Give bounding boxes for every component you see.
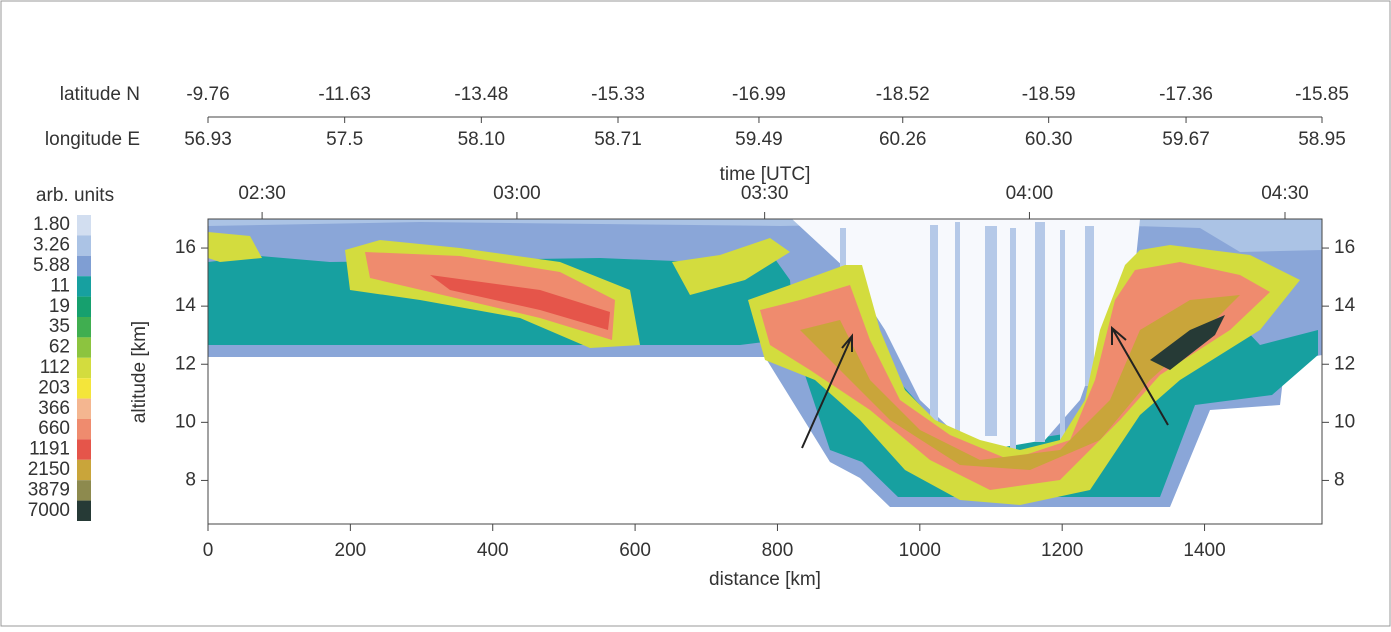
arrow-right	[1111, 325, 1169, 426]
x-axis-label: distance [km]	[709, 569, 821, 590]
y-tick-label: 16	[175, 237, 196, 258]
latitude-value: -18.59	[1022, 84, 1076, 105]
y-tick-label: 10	[175, 411, 196, 432]
colorbar-box	[77, 317, 91, 338]
colorbar-box	[77, 419, 91, 440]
colorbar-tick-label: 203	[38, 377, 70, 398]
colorbar-box	[77, 337, 91, 358]
x-tick-label: 400	[477, 540, 509, 561]
y-tick-label-right: 16	[1334, 237, 1355, 258]
colorbar-box	[77, 357, 91, 379]
x-tick-label: 1200	[1041, 540, 1083, 561]
longitude-value: 59.67	[1162, 129, 1210, 150]
cloud-v-dense	[800, 295, 1240, 470]
colorbar-tick-label: 1.80	[33, 214, 70, 235]
x-tick-label: 800	[762, 540, 794, 561]
y-tick-label-right: 10	[1334, 411, 1355, 432]
arrows	[801, 325, 1169, 449]
time-tick-label: 04:00	[1006, 183, 1054, 204]
x-tick-label: 1400	[1183, 540, 1225, 561]
y-tick-label: 12	[175, 353, 196, 374]
layer-faint	[208, 219, 1322, 252]
longitude-label: longitude E	[45, 129, 140, 150]
y-tick-label: 8	[185, 469, 196, 490]
time-tick-label: 03:00	[493, 183, 541, 204]
latitude-value: -15.85	[1295, 84, 1349, 105]
colorbar-box	[77, 500, 91, 521]
longitude-value: 59.49	[735, 129, 783, 150]
colorbar-tick-label: 1191	[29, 439, 70, 460]
colorbar-box	[77, 439, 91, 460]
colorbar-box	[77, 255, 91, 277]
latitude-value: -13.48	[454, 84, 508, 105]
latitude-value: -17.36	[1159, 84, 1213, 105]
clear-air	[792, 219, 1140, 452]
cloud-v-core	[760, 262, 1270, 490]
colorbar-box	[77, 378, 91, 399]
colorbar-box	[77, 276, 91, 297]
latitude-value: -15.33	[591, 84, 645, 105]
latitude-value: -9.76	[186, 84, 229, 105]
colorbar-tick-label: 7000	[28, 500, 70, 521]
cloud-left	[208, 232, 262, 262]
colorbar-tick-label: 3879	[28, 479, 70, 500]
longitude-value: 56.93	[184, 129, 232, 150]
longitude-value: 58.71	[594, 129, 642, 150]
streaks	[840, 222, 1094, 472]
colorbar-label: arb. units	[36, 185, 114, 206]
time-tick-label: 03:30	[741, 183, 789, 204]
time-tick-label: 04:30	[1261, 183, 1309, 204]
colorbar-tick-label: 19	[49, 296, 70, 317]
colorbar-tick-label: 62	[49, 337, 70, 358]
x-tick-label: 1000	[899, 540, 941, 561]
layer-teal	[208, 252, 1318, 497]
colorbar-box	[77, 296, 91, 317]
colorbar-box	[77, 459, 91, 481]
colorbar-tick-label: 112	[40, 357, 70, 378]
x-tick-label: 600	[619, 540, 651, 561]
colorbar-tick-label: 660	[38, 418, 70, 439]
latitude-value: -18.52	[876, 84, 930, 105]
curtain	[208, 219, 1322, 507]
colorbar-box	[77, 398, 91, 419]
time-tick-label: 02:30	[238, 183, 286, 204]
longitude-value: 58.10	[458, 129, 506, 150]
latitude-label: latitude N	[60, 84, 140, 105]
longitude-value: 57.5	[326, 129, 363, 150]
y-tick-label-right: 12	[1334, 353, 1355, 374]
colorbar-box	[77, 480, 91, 501]
colorbar-tick-label: 35	[49, 316, 70, 337]
y-axis-label: altitude [km]	[129, 321, 150, 423]
latitude-value: -11.63	[318, 84, 370, 105]
cloud-v-max	[1150, 315, 1225, 370]
longitude-value: 58.95	[1298, 129, 1346, 150]
colorbar-tick-label: 366	[38, 398, 70, 419]
x-tick-label: 0	[203, 540, 214, 561]
colorbar-box	[77, 215, 91, 236]
cloud-mid	[672, 238, 790, 295]
y-tick-label-right: 8	[1334, 469, 1345, 490]
colorbar-tick-label: 11	[50, 275, 70, 296]
colorbar-tick-label: 2150	[28, 459, 70, 480]
longitude-value: 60.26	[879, 129, 927, 150]
colorbar-tick-label: 3.26	[33, 235, 70, 256]
latitude-value: -16.99	[732, 84, 786, 105]
x-tick-label: 200	[335, 540, 367, 561]
colorbar-tick-label: 5.88	[33, 255, 70, 276]
time-label: time [UTC]	[720, 164, 811, 185]
arrow-left	[801, 333, 853, 449]
cloud-upper-max	[430, 275, 610, 330]
longitude-value: 60.30	[1025, 129, 1073, 150]
y-tick-label: 14	[175, 295, 197, 316]
colorbar-box	[77, 235, 91, 256]
y-tick-label-right: 14	[1334, 295, 1356, 316]
